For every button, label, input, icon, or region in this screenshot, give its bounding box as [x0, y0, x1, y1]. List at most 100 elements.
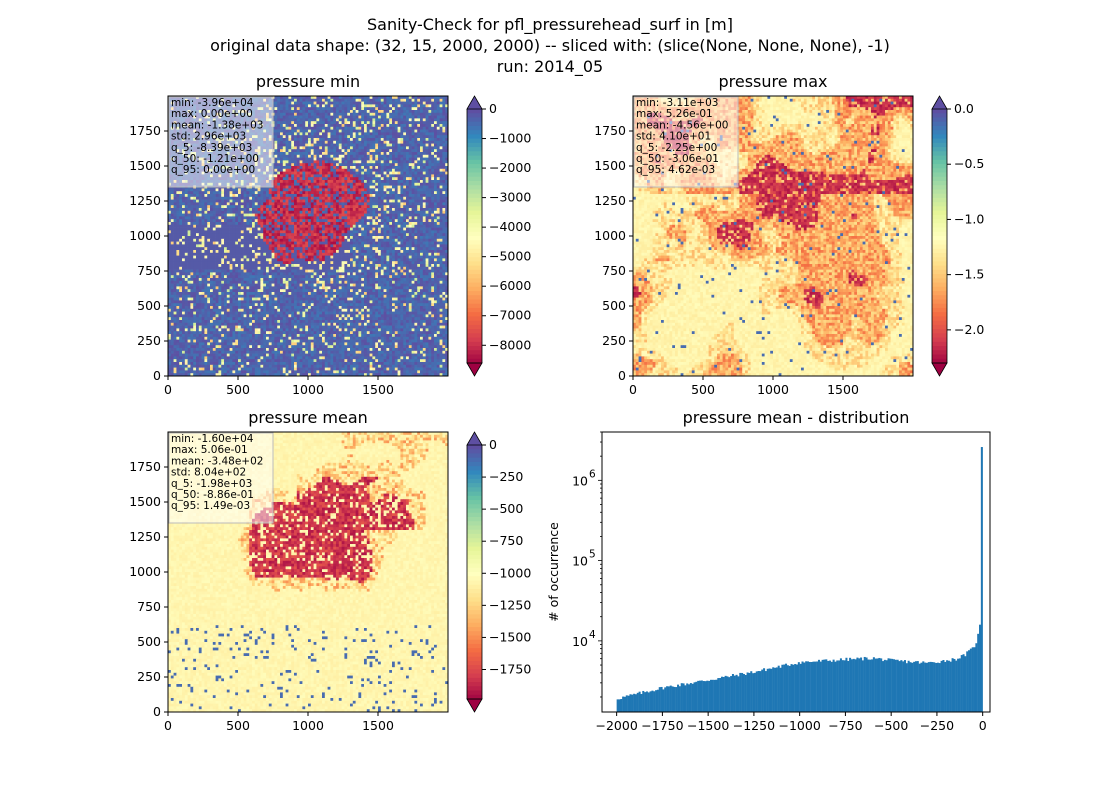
histogram-bar	[722, 677, 725, 712]
colorbar-segment	[467, 227, 482, 233]
plot-frame	[601, 431, 991, 713]
colorbar-segment	[467, 189, 482, 195]
histogram-bar	[655, 690, 658, 712]
histogram-bar	[968, 650, 971, 712]
colorbar-segment	[467, 219, 482, 224]
histogram-bar	[772, 667, 775, 712]
colorbar-segment	[467, 117, 482, 123]
histogram-bar	[849, 657, 852, 712]
colorbar-segment	[467, 346, 482, 351]
x-tick-label: 500	[691, 382, 715, 397]
colorbar-segment	[467, 584, 482, 590]
histogram-bar	[925, 662, 928, 712]
colorbar-segment	[467, 320, 482, 326]
y-tick-label: 1750	[129, 123, 161, 138]
histogram-bar	[922, 661, 925, 712]
histogram-bar	[779, 667, 782, 712]
panel-title: pressure max	[718, 72, 827, 91]
figure-title-line-3: run: 2014_05	[497, 57, 603, 77]
histogram-bar	[658, 687, 661, 712]
colorbar-segment	[932, 295, 947, 300]
colorbar-segment	[467, 240, 482, 245]
histogram-bar	[969, 648, 972, 712]
y-tick-exponent: 4	[589, 629, 596, 641]
colorbar-segment	[467, 210, 482, 216]
colorbar-segment	[932, 333, 947, 339]
histogram-bar	[774, 667, 777, 712]
histogram-bar	[638, 691, 641, 712]
histogram-bar	[728, 677, 731, 712]
colorbar-segment	[932, 168, 947, 173]
colorbar-segment	[932, 202, 947, 207]
colorbar-tick-label: −1250	[489, 597, 531, 612]
histogram-bar	[623, 696, 626, 712]
colorbar-segment	[932, 316, 947, 322]
colorbar-segment	[932, 142, 947, 148]
histogram-bar	[918, 663, 921, 712]
colorbar-segment	[467, 550, 482, 556]
stats-line: q_5: -8.39e+03	[171, 142, 252, 154]
histogram-bar	[709, 679, 713, 712]
colorbar-segment	[932, 197, 947, 203]
histogram-bar	[827, 660, 830, 712]
histogram-bar	[825, 659, 828, 712]
colorbar-segment	[467, 449, 482, 454]
histogram-bar	[933, 662, 936, 712]
histogram-bar	[702, 681, 705, 712]
colorbar-segment	[467, 142, 482, 148]
x-tick-label: −500	[874, 718, 908, 733]
colorbar-segment	[932, 223, 947, 229]
stats-line: q_95: 1.49e-03	[171, 500, 250, 512]
x-tick-label: 0	[629, 382, 637, 397]
colorbar-tick-label: 0	[489, 437, 497, 452]
histogram-bar	[808, 661, 811, 712]
colorbar-segment	[467, 286, 482, 292]
colorbar-segment	[467, 172, 482, 178]
colorbar-extend-top	[931, 95, 948, 110]
histogram-bar	[629, 694, 632, 712]
histogram-bars	[616, 447, 983, 712]
stats-line: q_50: -1.21e+00	[171, 153, 259, 165]
histogram-bar	[814, 661, 817, 712]
colorbar-segment	[467, 223, 482, 229]
colorbar-segment	[467, 248, 482, 254]
colorbar-segment	[467, 559, 482, 565]
histogram-bar	[733, 675, 736, 712]
colorbar-segment	[467, 542, 482, 548]
colorbar-segment	[932, 240, 947, 245]
colorbar-segment	[932, 236, 947, 241]
colorbar-segment	[467, 113, 482, 118]
histogram-bar	[748, 672, 751, 712]
colorbar-segment	[467, 538, 482, 543]
colorbar-segment	[467, 614, 482, 620]
histogram-bar	[649, 691, 652, 712]
histogram-bar	[929, 661, 932, 712]
histogram-bar	[914, 661, 917, 712]
histogram-bar	[766, 668, 769, 712]
histogram-bar	[839, 658, 842, 712]
colorbar-segment	[467, 109, 482, 114]
colorbar-segment	[932, 155, 947, 161]
histogram-bar	[905, 663, 908, 712]
histogram-bar	[706, 680, 709, 712]
colorbar-segment	[467, 639, 482, 645]
colorbar-segment	[467, 257, 482, 262]
colorbar-segment	[467, 500, 482, 505]
histogram-bar	[947, 660, 950, 712]
colorbar-segment	[467, 252, 482, 258]
histogram-bar	[876, 658, 879, 712]
colorbar-segment	[932, 324, 947, 330]
colorbar-segment	[467, 483, 482, 488]
colorbar-extend-top	[466, 431, 483, 446]
histogram-bar	[759, 671, 762, 712]
stats-line: min: -3.11e+03	[636, 97, 718, 109]
histogram-bar	[719, 678, 722, 712]
histogram-bar	[708, 680, 711, 712]
colorbar-segment	[932, 113, 947, 118]
histogram-bar	[739, 672, 742, 712]
colorbar-segment	[467, 461, 482, 467]
histogram-bar	[940, 660, 943, 712]
histogram-bar	[785, 663, 788, 712]
histogram-bar	[664, 687, 667, 712]
colorbar-segment	[467, 669, 482, 675]
